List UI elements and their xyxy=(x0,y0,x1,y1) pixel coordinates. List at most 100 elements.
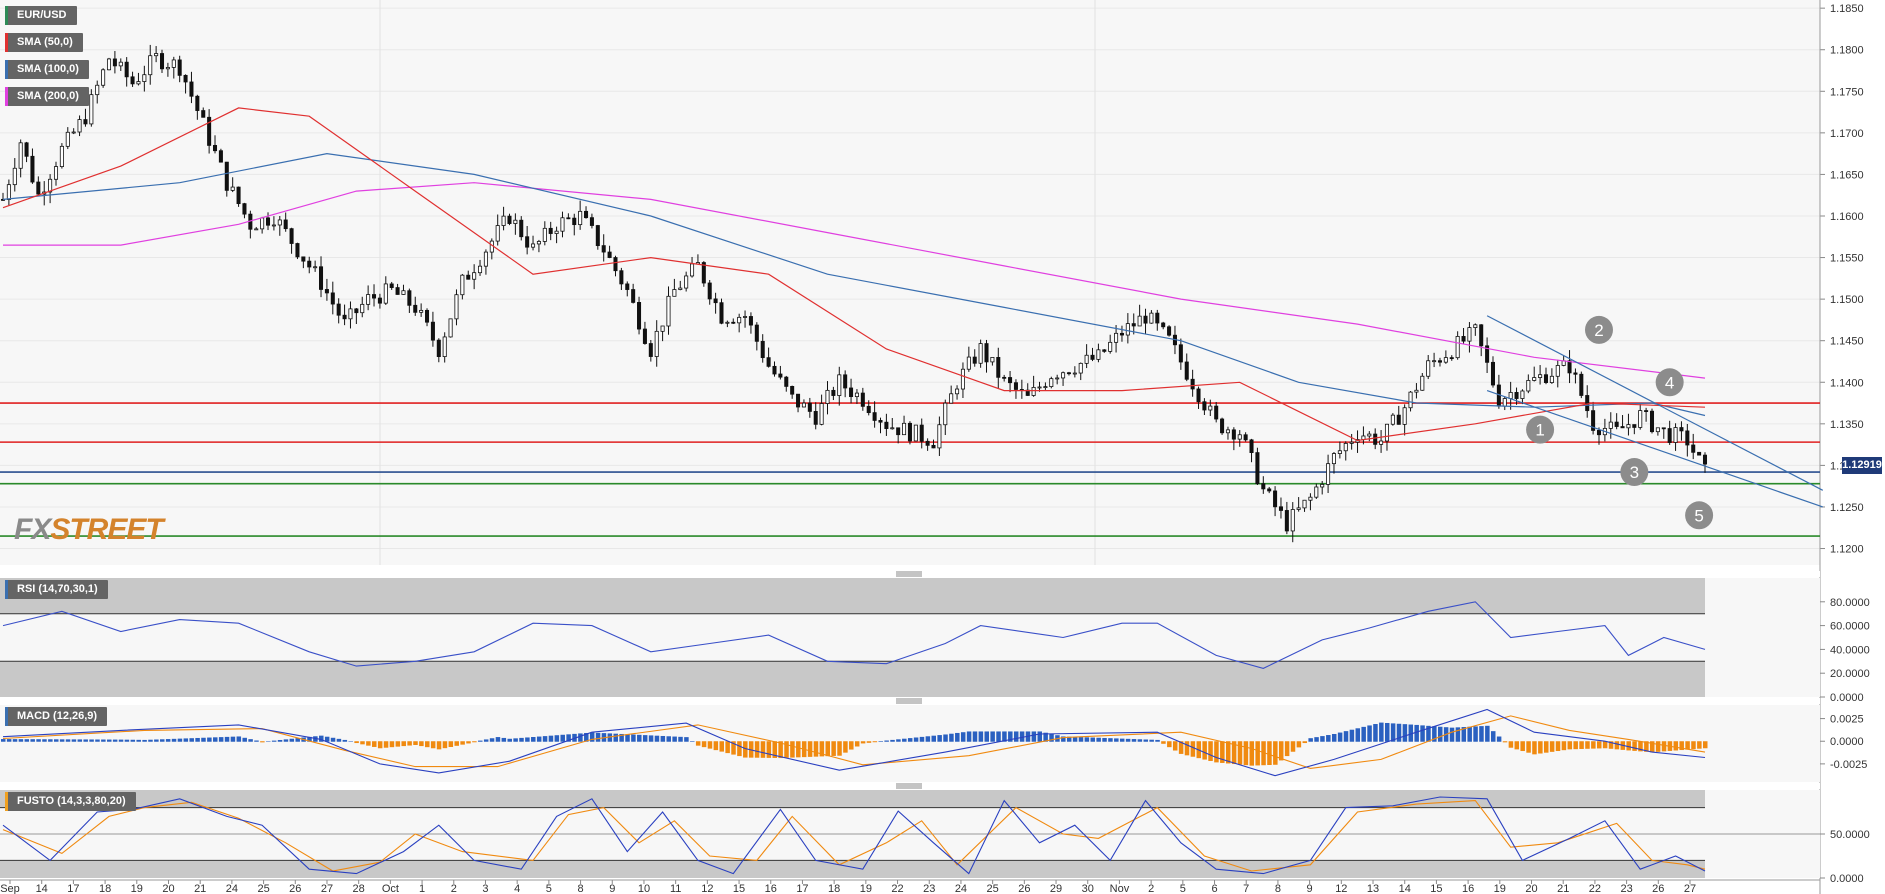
macd-histogram-bar xyxy=(148,739,153,742)
candle-body xyxy=(1644,410,1649,412)
macd-histogram-bar xyxy=(1320,736,1325,742)
candle-body xyxy=(260,217,265,230)
candle-body xyxy=(1402,407,1407,425)
candle-body xyxy=(1208,405,1213,411)
rsi-line xyxy=(2,601,1706,669)
legend-eurusd-label: EUR/USD xyxy=(17,9,67,21)
candle xyxy=(1255,447,1260,486)
x-tick-label: 15 xyxy=(1430,883,1442,894)
candle-body xyxy=(1267,488,1272,492)
macd-histogram-bar xyxy=(1337,732,1343,742)
candle-body xyxy=(919,424,924,442)
x-tick-label: 27 xyxy=(321,883,333,894)
candle xyxy=(1196,386,1201,409)
candle xyxy=(1225,426,1230,440)
candle xyxy=(266,212,271,231)
macd-histogram-bar xyxy=(65,739,71,742)
candle-body xyxy=(984,343,989,363)
macd-histogram-bar xyxy=(160,739,165,742)
candle xyxy=(1520,389,1525,405)
candle-body xyxy=(642,328,647,344)
macd-histogram-bar xyxy=(625,734,630,742)
candle-body xyxy=(1673,427,1678,443)
wave-marker-circle xyxy=(1685,501,1714,530)
macd-histogram-bar xyxy=(1261,741,1266,766)
candle-body xyxy=(1538,374,1543,378)
candle xyxy=(1066,371,1071,376)
candle-body xyxy=(1390,414,1395,425)
candle-body xyxy=(1420,375,1425,391)
candle xyxy=(65,127,70,150)
candle xyxy=(36,176,41,197)
wave-marker-circle xyxy=(1655,368,1684,397)
candle-body xyxy=(1702,454,1708,465)
candle-body xyxy=(1620,426,1625,429)
macd-histogram-bar xyxy=(678,736,683,742)
y-tick-label: 1.1800 xyxy=(1830,45,1864,57)
candle xyxy=(89,89,94,127)
rsi-panel-label[interactable]: RSI (14,70,30,1) xyxy=(5,580,108,599)
candle-body xyxy=(1037,386,1042,389)
macd-histogram-bar xyxy=(1467,726,1472,742)
candle xyxy=(725,320,730,328)
legend-eurusd[interactable]: EUR/USD xyxy=(5,6,77,25)
macd-histogram-bar xyxy=(1202,741,1207,760)
fusto-panel-label[interactable]: FUSTO (14,3,3,80,20) xyxy=(5,792,136,811)
candle-body xyxy=(1367,433,1372,437)
candle xyxy=(949,385,954,404)
macd-histogram-bar xyxy=(813,741,819,757)
candle-body xyxy=(1084,354,1089,364)
legend-sma50[interactable]: SMA (50,0) xyxy=(5,33,83,52)
candle-body xyxy=(1426,360,1431,377)
macd-histogram-bar xyxy=(1143,739,1149,742)
rsi-tick-label: 60.0000 xyxy=(1830,621,1870,633)
macd-tick-label: 0.0000 xyxy=(1830,736,1864,748)
candle xyxy=(148,44,153,85)
macd-histogram-bar xyxy=(419,741,424,747)
macd-histogram-bar xyxy=(743,741,748,758)
fusto-overbought-zone xyxy=(0,790,1705,808)
candle-body xyxy=(407,290,412,306)
macd-panel-label[interactable]: MACD (12,26,9) xyxy=(5,707,108,726)
candle-body xyxy=(65,131,70,147)
candle-body xyxy=(801,402,806,408)
candle-body xyxy=(660,325,665,332)
candle xyxy=(324,278,329,301)
candle-body xyxy=(678,287,683,290)
x-tick-label: 21 xyxy=(1557,883,1569,894)
candle xyxy=(607,245,612,259)
candle xyxy=(1096,343,1101,363)
legend-sma200[interactable]: SMA (200,0) xyxy=(5,87,89,106)
candle-body xyxy=(1102,349,1107,352)
macd-histogram-bar xyxy=(1355,728,1361,742)
macd-histogram-bar xyxy=(1108,738,1113,742)
candle-body xyxy=(413,304,418,313)
candle xyxy=(189,71,194,104)
candle xyxy=(242,202,247,219)
candle-body xyxy=(1543,374,1549,383)
main-panel-bg xyxy=(0,0,1820,565)
legend-sma100[interactable]: SMA (100,0) xyxy=(5,60,89,79)
candle xyxy=(1373,428,1378,450)
wave-marker-label: 5 xyxy=(1694,506,1703,525)
wave-marker-circle xyxy=(1526,415,1555,444)
candle-body xyxy=(401,290,406,295)
macd-histogram-bar xyxy=(578,733,583,742)
macd-histogram-bar xyxy=(336,738,342,742)
x-tick-label: 25 xyxy=(257,883,269,894)
macd-histogram-bar xyxy=(925,736,931,742)
macd-histogram-bar xyxy=(819,741,825,757)
candle-body xyxy=(18,142,23,169)
macd-histogram-bar xyxy=(1043,732,1048,742)
candle-body xyxy=(1061,372,1066,379)
x-tick-label: Nov xyxy=(1110,883,1130,894)
candle xyxy=(142,65,147,92)
macd-histogram-bar xyxy=(307,736,312,742)
macd-histogram-bar xyxy=(1161,741,1166,744)
x-tick-label: 30 xyxy=(1082,883,1094,894)
candle xyxy=(625,281,630,297)
candle-body xyxy=(542,227,547,242)
candle-body xyxy=(1049,378,1054,388)
legend-sma100-label: SMA (100,0) xyxy=(17,63,79,75)
